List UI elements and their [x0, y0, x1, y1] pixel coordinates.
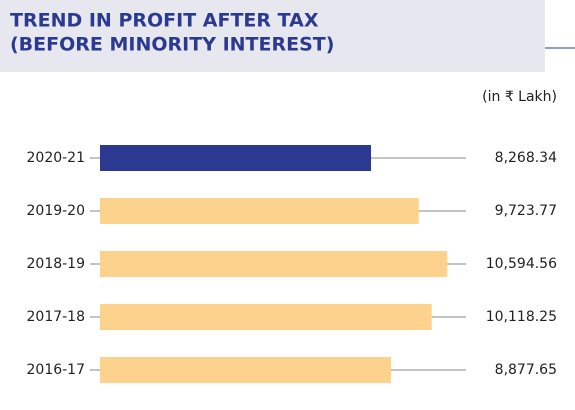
category-label: 2017-18 — [27, 309, 86, 325]
value-label: 10,594.56 — [486, 256, 557, 272]
title-box — [0, 0, 545, 72]
bar — [100, 357, 392, 383]
bar — [100, 251, 448, 277]
bar — [100, 304, 432, 330]
category-label: 2019-20 — [27, 203, 86, 219]
bar — [100, 198, 419, 224]
chart-title: TREND IN PROFIT AFTER TAX — [10, 10, 319, 32]
category-label: 2018-19 — [27, 256, 86, 272]
unit-label: (in ₹ Lakh) — [482, 89, 557, 105]
category-label: 2020-21 — [27, 150, 86, 166]
value-label: 10,118.25 — [486, 309, 557, 325]
value-label: 8,268.34 — [495, 150, 557, 166]
value-label: 9,723.77 — [495, 203, 557, 219]
chart-title: (BEFORE MINORITY INTEREST) — [10, 34, 334, 56]
bar — [100, 145, 372, 171]
value-label: 8,877.65 — [495, 362, 557, 378]
category-label: 2016-17 — [27, 362, 86, 378]
